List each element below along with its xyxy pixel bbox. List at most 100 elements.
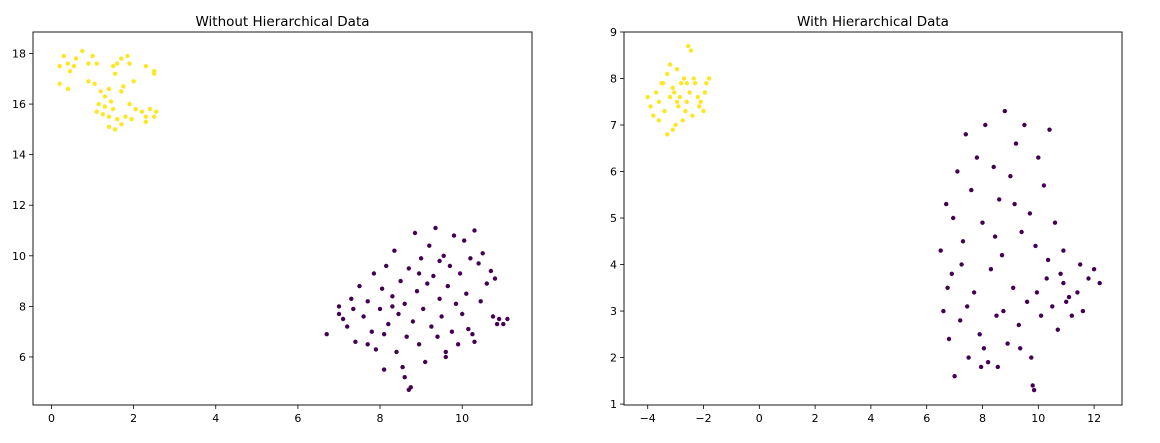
- data-point-cluster-a: [955, 169, 960, 174]
- data-point-cluster-a: [427, 243, 432, 248]
- data-point-cluster-b: [115, 117, 120, 122]
- data-point-cluster-a: [994, 313, 999, 318]
- data-point-cluster-a: [1034, 290, 1040, 295]
- y-tick-label: 12: [12, 199, 26, 212]
- data-point-cluster-a: [978, 364, 984, 370]
- data-point-cluster-a: [462, 238, 467, 243]
- data-point-cluster-a: [384, 263, 389, 269]
- y-tick-label: 3: [610, 305, 617, 318]
- data-point-cluster-a: [494, 321, 500, 327]
- data-point-cluster-a: [421, 306, 426, 312]
- data-point-cluster-b: [139, 109, 144, 114]
- data-point-cluster-a: [392, 248, 397, 253]
- data-point-cluster-b: [152, 71, 157, 76]
- data-point-cluster-a: [965, 304, 970, 309]
- data-point-cluster-a: [340, 316, 346, 322]
- y-tick-label: 2: [610, 352, 617, 365]
- data-point-cluster-a: [1012, 201, 1017, 207]
- data-point-cluster-a: [437, 258, 442, 264]
- data-point-cluster-a: [431, 273, 436, 279]
- data-point-cluster-b: [701, 108, 706, 114]
- data-point-cluster-b: [73, 56, 79, 61]
- data-point-cluster-b: [648, 104, 653, 109]
- y-tick-label: 9: [610, 26, 617, 39]
- y-tick-label: 6: [610, 166, 617, 179]
- data-point-cluster-a: [490, 314, 496, 319]
- y-tick-label: 8: [610, 73, 617, 86]
- data-point-cluster-a: [1002, 108, 1007, 114]
- data-point-cluster-b: [695, 94, 701, 100]
- data-point-cluster-a: [371, 271, 377, 276]
- data-point-cluster-a: [386, 321, 391, 327]
- data-point-cluster-b: [684, 81, 689, 86]
- data-point-cluster-b: [692, 81, 698, 86]
- data-point-cluster-a: [435, 334, 440, 339]
- data-point-cluster-a: [1058, 271, 1063, 276]
- data-point-cluster-a: [1008, 174, 1013, 179]
- data-point-cluster-a: [406, 266, 411, 271]
- data-point-cluster-b: [690, 113, 695, 118]
- data-point-cluster-b: [697, 104, 702, 109]
- data-point-cluster-a: [974, 155, 980, 160]
- data-point-cluster-a: [959, 262, 964, 267]
- data-point-cluster-a: [457, 271, 463, 276]
- data-point-cluster-a: [390, 294, 395, 299]
- data-point-cluster-b: [127, 101, 132, 107]
- data-point-cluster-b: [152, 114, 157, 119]
- data-point-cluster-a: [1005, 341, 1010, 346]
- data-point-cluster-a: [402, 301, 407, 306]
- x-tick-label: 4: [867, 412, 874, 425]
- y-tick-label: 1: [610, 398, 617, 411]
- data-point-cluster-b: [67, 69, 73, 74]
- data-point-cluster-b: [80, 48, 85, 54]
- y-tick-label: 8: [19, 300, 26, 313]
- data-point-cluster-a: [351, 306, 356, 312]
- data-point-cluster-a: [958, 318, 963, 323]
- data-point-cluster-a: [1030, 383, 1035, 388]
- scatter-points: [645, 43, 1102, 393]
- data-point-cluster-a: [455, 342, 461, 347]
- x-tick-label: 2: [812, 412, 819, 425]
- y-tick-label: 4: [610, 259, 617, 272]
- data-point-cluster-a: [437, 296, 442, 301]
- data-point-cluster-b: [57, 81, 62, 87]
- data-point-cluster-a: [425, 281, 430, 286]
- data-point-cluster-a: [1080, 308, 1086, 314]
- data-point-cluster-b: [92, 81, 97, 87]
- data-point-cluster-a: [1078, 262, 1083, 267]
- data-point-cluster-a: [1066, 294, 1072, 300]
- data-point-cluster-b: [653, 90, 659, 95]
- x-tick-label: 6: [294, 412, 301, 425]
- data-point-cluster-a: [488, 268, 494, 274]
- data-point-cluster-a: [373, 347, 379, 352]
- data-point-cluster-a: [410, 319, 416, 324]
- data-point-cluster-b: [57, 63, 62, 69]
- data-point-cluster-a: [468, 256, 473, 261]
- x-tick-label: 6: [923, 412, 930, 425]
- data-point-cluster-a: [1024, 299, 1030, 304]
- data-point-cluster-a: [447, 263, 453, 269]
- data-point-cluster-a: [402, 375, 407, 380]
- data-point-cluster-a: [484, 281, 489, 286]
- data-point-cluster-a: [1045, 257, 1051, 263]
- data-point-cluster-a: [496, 316, 502, 322]
- x-tick-label: 0: [48, 412, 55, 425]
- data-point-cluster-a: [988, 267, 994, 272]
- data-point-cluster-a: [977, 332, 982, 337]
- data-point-cluster-b: [667, 94, 673, 100]
- data-point-cluster-a: [1069, 313, 1075, 318]
- x-tick-label: −4: [640, 412, 656, 425]
- data-point-cluster-a: [985, 360, 991, 365]
- data-point-cluster-b: [90, 53, 95, 59]
- data-point-cluster-a: [1061, 248, 1066, 253]
- data-point-cluster-b: [672, 90, 677, 95]
- data-point-cluster-b: [147, 106, 153, 112]
- data-point-cluster-a: [951, 215, 956, 221]
- data-point-cluster-a: [1036, 155, 1041, 160]
- data-point-cluster-a: [1086, 276, 1091, 281]
- x-tick-label: 12: [1087, 412, 1101, 425]
- data-point-cluster-b: [656, 99, 662, 105]
- data-point-cluster-b: [61, 53, 66, 59]
- data-point-cluster-b: [115, 61, 120, 66]
- data-point-cluster-b: [119, 89, 124, 94]
